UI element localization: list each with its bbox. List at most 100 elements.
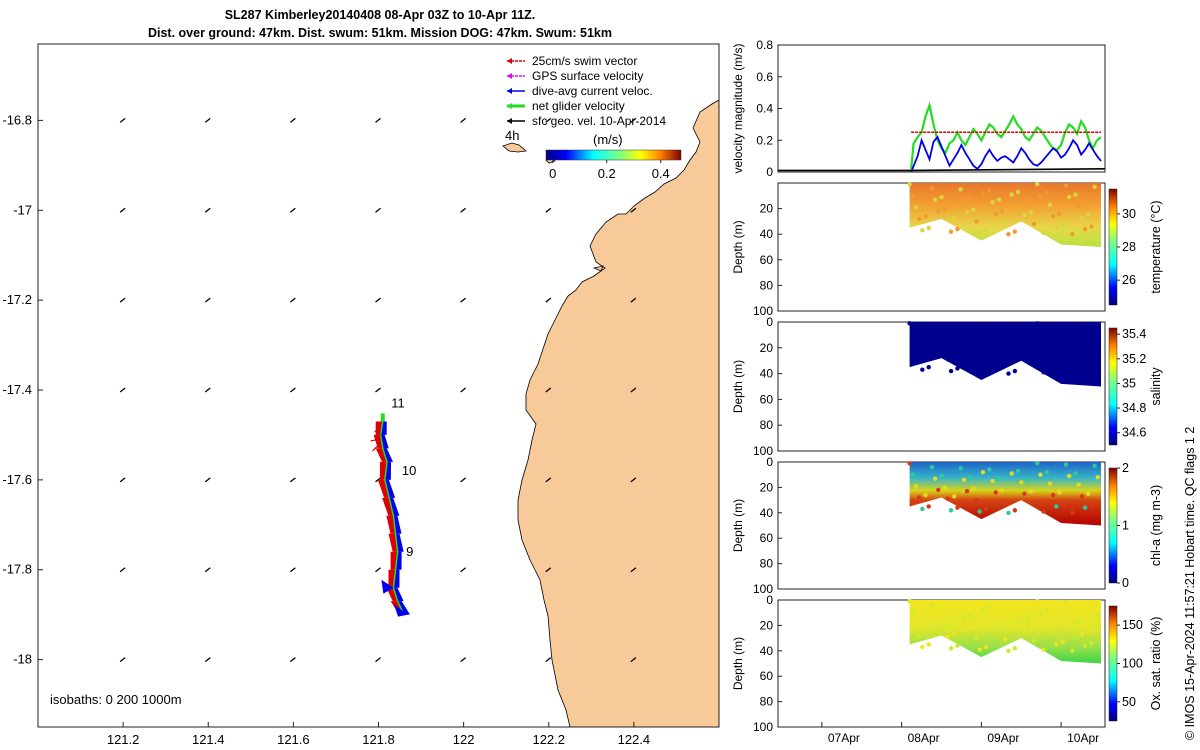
colorbar-tick-label: 100 xyxy=(1122,657,1143,671)
section-sample-dot xyxy=(1038,472,1043,477)
section-sample-dot xyxy=(1057,350,1062,356)
depth-tick-label: 100 xyxy=(753,304,773,318)
section-sample-dot xyxy=(1035,461,1040,466)
colorbar-tick-label: 30 xyxy=(1122,207,1136,221)
section-sample-dot xyxy=(945,496,951,502)
depth-tick-label: 60 xyxy=(760,253,774,267)
section-sample-dot xyxy=(948,229,954,234)
velocity-y-tick-label: 0 xyxy=(766,165,773,179)
sfc-velocity-arrow xyxy=(289,657,296,663)
section-sample-dot xyxy=(1006,510,1011,515)
sfc-velocity-arrow xyxy=(630,297,637,303)
velocity-y-tick-label: 0.2 xyxy=(756,133,773,147)
section-sample-dot xyxy=(1015,189,1021,195)
section-sample-dot xyxy=(1089,502,1094,508)
section-sample-dot xyxy=(1041,509,1046,514)
sfc-velocity-arrow xyxy=(119,297,126,303)
depth-tick-label: 40 xyxy=(760,367,774,381)
section-sample-dot xyxy=(1086,629,1091,634)
section-sample-dot xyxy=(990,339,995,344)
depth-tick-label: 0 xyxy=(766,315,773,329)
section-sample-dot xyxy=(1054,364,1059,370)
sfc-velocity-arrow xyxy=(289,207,296,213)
section-sample-dot xyxy=(958,466,963,471)
section-sample-dot xyxy=(910,610,915,615)
section-sample-dot xyxy=(939,333,944,339)
section-sample-dot xyxy=(955,643,960,648)
panel-salinity: Depth (m) 0 20 40 60 80 100 34.6 34.8 35 35.2 35.4 s… xyxy=(731,315,1163,458)
section-sample-dot xyxy=(1015,606,1021,612)
section-sample-dot xyxy=(910,332,915,338)
day-labels: 11 10 9 xyxy=(391,395,416,558)
section-sample-dot xyxy=(932,336,938,341)
sfc-velocity-arrow xyxy=(375,387,381,393)
depth-tick-label: 20 xyxy=(760,480,774,494)
section-sample-dot xyxy=(955,226,960,232)
velocity-series-line xyxy=(910,135,1102,173)
section-sample-dot xyxy=(1092,601,1097,607)
section-sample-dot xyxy=(1041,370,1046,375)
current-vector-band xyxy=(384,479,396,498)
section-fill xyxy=(909,322,1102,387)
section-sample-dot xyxy=(1028,627,1034,632)
depth-tick-label: 80 xyxy=(760,418,774,432)
sfc-velocity-arrow xyxy=(460,207,467,213)
section-sample-dot xyxy=(1092,184,1097,190)
map-y-tick-label: -17.2 xyxy=(2,292,32,307)
section-sample-dot xyxy=(983,228,989,233)
section-sample-dot xyxy=(923,492,928,498)
current-vector-band xyxy=(384,461,392,480)
section-sample-dot xyxy=(1070,648,1075,653)
depth-tick-label: 80 xyxy=(760,557,774,571)
speed-colorbar-label: 0.4 xyxy=(652,166,670,181)
section-sample-dot xyxy=(1082,366,1088,371)
section-sample-dot xyxy=(1092,463,1097,469)
section-sample-dot xyxy=(1073,471,1078,476)
section-sample-dot xyxy=(974,635,979,641)
section-sample-dot xyxy=(926,504,931,509)
velocity-series-line xyxy=(778,168,1106,172)
section-sample-dot xyxy=(1076,482,1081,488)
section-sample-dot xyxy=(993,628,998,633)
section-sample-dot xyxy=(920,228,925,233)
section-sample-dot xyxy=(1019,201,1024,206)
section-sample-dot xyxy=(907,182,912,187)
section-sample-dot xyxy=(983,644,989,650)
section-sample-dot xyxy=(932,614,938,619)
section-sample-dot xyxy=(996,197,1002,202)
section-sample-dot xyxy=(980,469,986,475)
speed-colorbar-label: 0.2 xyxy=(598,166,616,181)
map-x-tick-label: 122 xyxy=(453,732,475,747)
section-sample-dot xyxy=(968,475,973,480)
sfc-velocity-arrow xyxy=(630,477,637,483)
map-x-tick-label: 121.8 xyxy=(362,732,395,747)
sfc-velocity-arrow xyxy=(289,387,296,393)
speed-colorbar xyxy=(545,149,682,161)
legend-arrowhead xyxy=(507,58,512,64)
panel-colorbar xyxy=(1108,605,1118,722)
section-sample-dot xyxy=(987,327,992,332)
section-sample-dot xyxy=(955,505,960,510)
sfc-velocity-arrow xyxy=(630,387,637,393)
section-sample-dot xyxy=(1035,321,1040,326)
colorbar-label: temperature (°C) xyxy=(1149,200,1163,293)
section-sample-dot xyxy=(983,367,989,372)
section-sample-dot xyxy=(1060,362,1065,367)
section-sample-dot xyxy=(1082,226,1088,232)
section-sample-dot xyxy=(971,486,976,491)
section-sample-dot xyxy=(1009,609,1014,614)
section-sample-dot xyxy=(1079,215,1085,220)
section-sample-dot xyxy=(942,623,947,628)
section-sample-dot xyxy=(1060,223,1065,228)
section-sample-dot xyxy=(961,615,967,620)
island xyxy=(502,142,527,153)
section-sample-dot xyxy=(923,214,928,219)
section-sample-dot xyxy=(1019,480,1024,485)
sfc-velocity-arrow xyxy=(204,477,211,483)
section-sample-dot xyxy=(945,217,951,223)
section-sample-dot xyxy=(1073,331,1078,336)
colorbar-tick-label: 34.6 xyxy=(1122,426,1146,440)
section-sample-dot xyxy=(907,599,912,604)
section-sample-dot xyxy=(939,611,944,617)
